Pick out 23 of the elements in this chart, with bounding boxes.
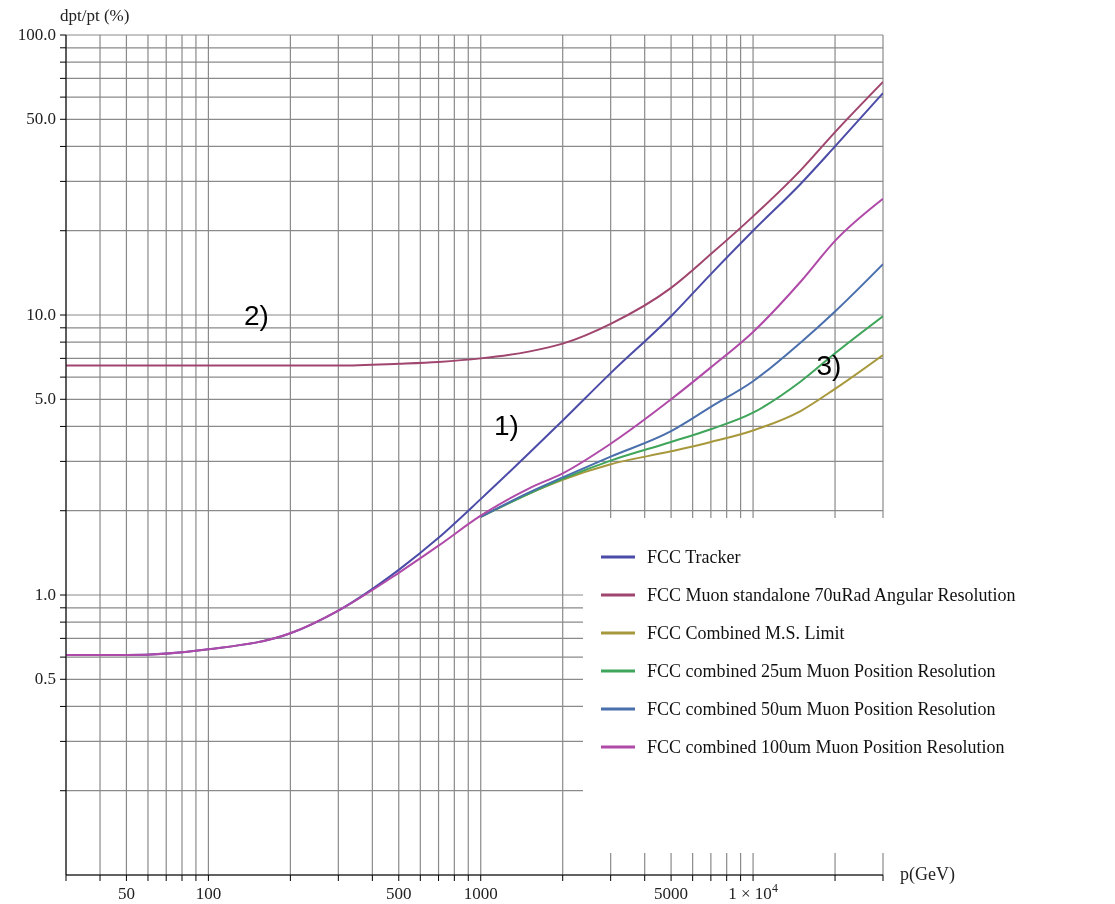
annotation: 3): [816, 350, 842, 382]
y-tick-label: 10.0: [26, 305, 56, 324]
y-tick-label: 0.5: [34, 669, 56, 689]
legend-label: FCC combined 25um Muon Position Resolution: [647, 660, 996, 682]
x-tick-label: 1 × 10$^{4}$: [728, 881, 778, 903]
annotation: 2): [244, 300, 269, 331]
legend-label: FCC combined 50um Muon Position Resolution: [647, 698, 996, 720]
x-axis-title: p(GeV): [900, 864, 955, 885]
y-tick-label: 5.0: [34, 389, 56, 409]
y-tick-label: 50.0: [26, 109, 56, 129]
annotation: 1): [494, 410, 519, 441]
legend-label: FCC Combined M.S. Limit: [647, 622, 845, 644]
y-axis-title: dpt/pt (%): [60, 6, 130, 26]
x-tick-label: 5000: [654, 884, 689, 903]
legend-label: FCC Tracker: [647, 546, 741, 568]
y-tick-label: 1.0: [34, 585, 56, 604]
y-tick-label: 100.0: [17, 25, 56, 44]
x-tick-label: 50: [117, 884, 135, 903]
legend-label: FCC combined 100um Muon Position Resolution: [647, 736, 1005, 758]
x-tick-label: 100: [195, 884, 222, 903]
x-tick-label: 1000: [463, 884, 498, 903]
legend-label: FCC Muon standalone 70uRad Angular Resolution: [647, 584, 1016, 606]
x-tick-label: 500: [386, 884, 412, 903]
